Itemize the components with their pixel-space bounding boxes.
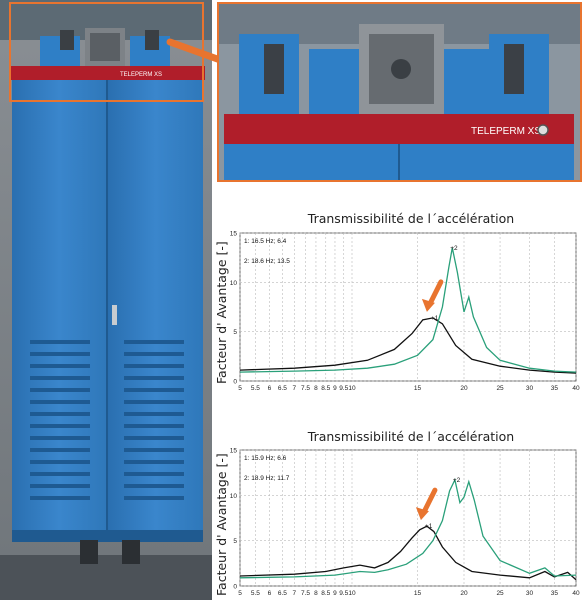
x-tick-label: 9.5 bbox=[339, 385, 348, 392]
y-tick-label: 15 bbox=[230, 448, 238, 455]
x-tick-label: 5 bbox=[238, 385, 242, 392]
series-line-1 bbox=[239, 525, 577, 581]
series-line-2 bbox=[239, 477, 577, 579]
x-tick-label: 10 bbox=[348, 385, 356, 392]
chart2-title: Transmissibilité de l´accélération bbox=[307, 429, 515, 444]
peak-annotation: 2: 18.9 Hz; 11.7 bbox=[244, 475, 290, 482]
x-tick-label: 5.5 bbox=[251, 385, 260, 392]
x-tick-label: 7 bbox=[293, 590, 297, 597]
x-tick-label: 25 bbox=[496, 385, 504, 392]
peak-marker: +1 bbox=[431, 315, 439, 322]
vent-slots-right bbox=[124, 340, 184, 500]
peak-arrow-head bbox=[421, 298, 435, 312]
chart1-ylabel: Facteur d' Avantage [-] bbox=[214, 241, 229, 384]
x-tick-label: 30 bbox=[526, 590, 534, 597]
x-tick-label: 40 bbox=[572, 590, 580, 597]
x-tick-label: 6.5 bbox=[278, 590, 287, 597]
peak-annotation: 1: 16.5 Hz; 6.4 bbox=[244, 238, 287, 245]
y-tick-label: 5 bbox=[233, 329, 237, 336]
chart1-plot: 5 5.5 6 6.5 7 7.5 8 8.5 9 9.5 10 15 20 25 30 35 40051015… bbox=[230, 231, 580, 393]
peak-marker: +1 bbox=[425, 523, 433, 530]
x-tick-label: 25 bbox=[496, 590, 504, 597]
zoom-top-band bbox=[224, 114, 574, 144]
series-line-2 bbox=[239, 247, 577, 373]
y-tick-label: 5 bbox=[233, 538, 237, 545]
x-tick-label: 10 bbox=[348, 590, 356, 597]
series-line-1 bbox=[239, 317, 577, 374]
right-door bbox=[108, 80, 203, 530]
y-tick-label: 15 bbox=[230, 231, 238, 238]
y-tick-label: 10 bbox=[230, 280, 238, 287]
x-tick-label: 8.5 bbox=[321, 590, 330, 597]
x-tick-label: 35 bbox=[551, 590, 559, 597]
x-tick-label: 5 bbox=[238, 590, 242, 597]
x-tick-label: 9 bbox=[333, 590, 337, 597]
plot-frame bbox=[239, 449, 577, 587]
x-tick-label: 20 bbox=[460, 385, 468, 392]
peak-annotation: 2: 18.6 Hz; 13.5 bbox=[244, 258, 290, 265]
x-tick-label: 9.5 bbox=[339, 590, 348, 597]
x-tick-label: 30 bbox=[526, 385, 534, 392]
left-door bbox=[12, 80, 106, 530]
chart2-plot: 5 5.5 6 6.5 7 7.5 8 8.5 9 9.5 10 15 20 25 30 35 40051015… bbox=[230, 448, 580, 598]
x-tick-label: 5.5 bbox=[251, 590, 260, 597]
peak-marker: +2 bbox=[453, 477, 461, 484]
peak-arrow-head bbox=[415, 507, 429, 521]
top-spring-mounts bbox=[40, 28, 170, 66]
x-tick-label: 6 bbox=[268, 385, 272, 392]
zoom-illustration: TELEPERM XS bbox=[219, 4, 580, 180]
base-feet bbox=[80, 540, 140, 564]
peak-arrow bbox=[421, 487, 438, 515]
zoom-brand-label: TELEPERM XS bbox=[471, 126, 541, 137]
x-tick-label: 6 bbox=[268, 590, 272, 597]
y-tick-label: 0 bbox=[233, 584, 237, 591]
door-handle bbox=[112, 305, 117, 325]
plot-frame bbox=[239, 232, 577, 382]
x-tick-label: 8.5 bbox=[321, 385, 330, 392]
x-tick-label: 20 bbox=[460, 590, 468, 597]
x-tick-label: 8 bbox=[314, 385, 318, 392]
x-tick-label: 15 bbox=[414, 385, 422, 392]
y-tick-label: 0 bbox=[233, 379, 237, 386]
x-tick-label: 15 bbox=[414, 590, 422, 597]
x-tick-label: 7.5 bbox=[301, 385, 310, 392]
x-tick-label: 6.5 bbox=[278, 385, 287, 392]
zoom-photo: TELEPERM XS bbox=[217, 2, 582, 182]
brand-label: TELEPERM XS bbox=[120, 72, 162, 78]
peak-arrow bbox=[427, 279, 444, 307]
x-tick-label: 7.5 bbox=[301, 590, 310, 597]
x-tick-label: 8 bbox=[314, 590, 318, 597]
x-tick-label: 9 bbox=[333, 385, 337, 392]
peak-marker: +2 bbox=[450, 245, 458, 252]
vent-slots-left bbox=[30, 340, 90, 500]
x-tick-label: 40 bbox=[572, 385, 580, 392]
x-tick-label: 35 bbox=[551, 385, 559, 392]
y-tick-label: 10 bbox=[230, 493, 238, 500]
cabinet-top-band bbox=[10, 66, 205, 80]
chart2-ylabel: Facteur d' Avantage [-] bbox=[214, 453, 229, 596]
chart1-title: Transmissibilité de l´accélération bbox=[307, 211, 515, 226]
x-tick-label: 7 bbox=[293, 385, 297, 392]
peak-annotation: 1: 15.9 Hz; 6.6 bbox=[244, 455, 287, 462]
